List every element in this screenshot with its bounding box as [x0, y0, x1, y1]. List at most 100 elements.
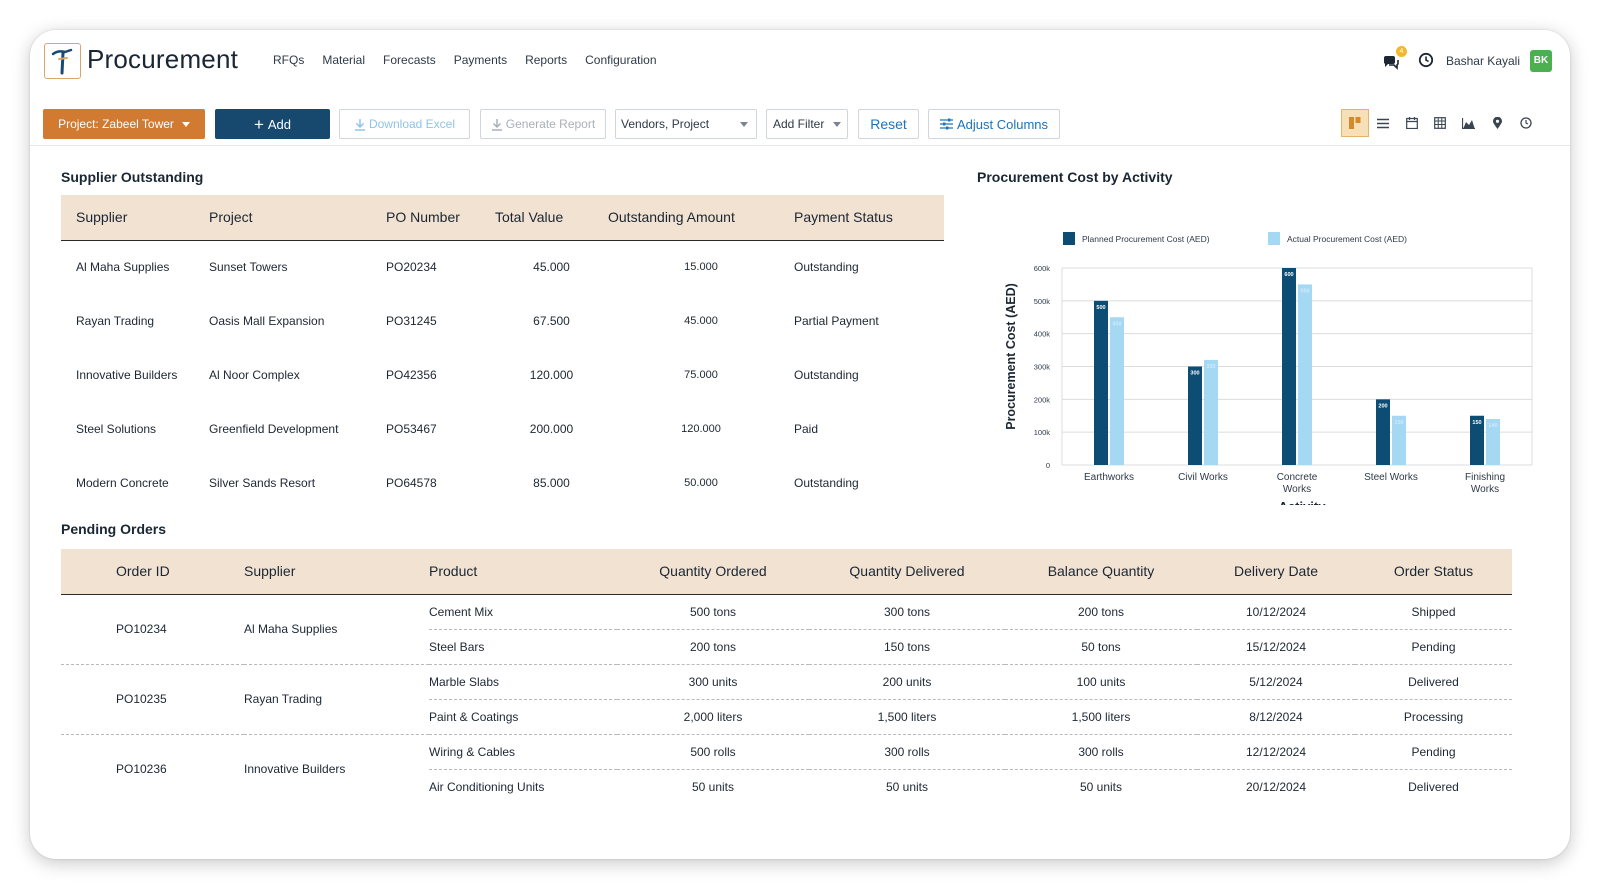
column-header[interactable]: Quantity Ordered — [617, 549, 809, 595]
bar-data-label: 300 — [1190, 371, 1199, 377]
user-name[interactable]: Bashar Kayali — [1445, 54, 1520, 68]
column-header[interactable]: Total Value — [495, 195, 608, 241]
nav-reports[interactable]: Reports — [525, 53, 568, 67]
legend-swatch — [1063, 232, 1075, 245]
add-button[interactable]: + Add — [215, 109, 330, 139]
chat-icon[interactable]: 4 — [1382, 46, 1407, 70]
table-row[interactable]: Innovative Builders Al Noor Complex PO4235… — [61, 348, 944, 402]
payment-status-cell: Outstanding — [794, 260, 859, 275]
table-header-row: Supplier Project PO Number Total Value O… — [61, 195, 944, 241]
nav-forecasts[interactable]: Forecasts — [383, 53, 436, 67]
table-icon[interactable] — [1426, 109, 1455, 137]
pending-orders-table: Order ID Supplier Product Quantity Order… — [61, 549, 1512, 804]
table-row[interactable]: Steel Bars 200 tons 150 tons 50 tons 15/12/2… — [61, 629, 1512, 665]
bar — [1392, 415, 1406, 465]
x-tick-label: Civil Works — [1178, 472, 1228, 483]
download-excel-button[interactable]: Download Excel — [339, 109, 470, 139]
app-window: Procurement RFQs Material Forecasts Paym… — [30, 30, 1570, 859]
download-excel-label: Download Excel — [368, 117, 456, 131]
table-row[interactable]: Al Maha Supplies Sunset Towers PO20234 45.0… — [61, 240, 944, 294]
nav-configuration[interactable]: Configuration — [585, 53, 657, 67]
group-by-select[interactable]: Vendors, Project — [615, 109, 757, 139]
column-header[interactable]: Project — [209, 195, 386, 241]
table-row[interactable]: PO10234 Al Maha Supplies Cement Mix 500 ton… — [61, 594, 1512, 665]
order-status-cell: Pending — [1355, 734, 1512, 770]
chart-icon[interactable] — [1455, 109, 1484, 137]
generate-report-button[interactable]: Generate Report — [480, 109, 606, 139]
table-row[interactable]: Modern Concrete Silver Sands Resort PO6457… — [61, 456, 944, 510]
balance-quantity-cell: 300 rolls — [1005, 734, 1197, 770]
order-status-cell: Pending — [1355, 629, 1512, 665]
group-by-value: Vendors, Project — [621, 117, 710, 131]
project-selector[interactable]: Project: Zabeel Tower — [43, 109, 205, 139]
column-header[interactable]: Supplier — [61, 195, 209, 241]
delivery-date-cell: 10/12/2024 — [1197, 594, 1355, 630]
column-header[interactable]: Delivery Date — [1197, 549, 1355, 595]
bar — [1376, 399, 1390, 465]
outstanding-amount-cell: 45.000 — [684, 315, 718, 327]
clock-icon[interactable] — [1418, 52, 1436, 70]
legend-label: Actual Procurement Cost (AED) — [1287, 234, 1407, 244]
table-row[interactable]: Paint & Coatings 2,000 liters 1,500 liters… — [61, 699, 1512, 735]
adjust-columns-button[interactable]: Adjust Columns — [928, 109, 1060, 139]
quantity-ordered-cell: 2,000 liters — [617, 699, 809, 735]
table-row[interactable]: Air Conditioning Units 50 units 50 units 50… — [61, 769, 1512, 804]
nav-payments[interactable]: Payments — [453, 53, 508, 67]
view-switcher — [1340, 109, 1541, 137]
app-logo-icon[interactable] — [44, 43, 81, 79]
add-filter-select[interactable]: Add Filter — [766, 109, 848, 139]
quantity-ordered-cell: 500 rolls — [617, 734, 809, 770]
column-header[interactable]: Payment Status — [794, 195, 944, 241]
table-row[interactable]: PO10235 Rayan Trading Marble Slabs 300 unit… — [61, 664, 1512, 735]
bar — [1486, 419, 1500, 465]
project-cell: Greenfield Development — [209, 422, 339, 436]
bar-data-label: 550 — [1300, 288, 1309, 294]
nav-material[interactable]: Material — [322, 53, 366, 67]
table-row[interactable]: PO10236 Innovative Builders Wiring & Cable… — [61, 734, 1512, 776]
list-icon[interactable] — [1369, 109, 1398, 137]
total-value-cell: 45.000 — [533, 260, 570, 275]
outstanding-amount-cell: 75.000 — [684, 369, 718, 381]
order-id-cell: PO10236 — [116, 762, 167, 777]
quantity-delivered-cell: 1,500 liters — [809, 699, 1005, 735]
toolbar: Project: Zabeel Tower + Add Download Exc… — [30, 92, 1570, 146]
quantity-ordered-cell: 300 units — [617, 664, 809, 700]
column-header[interactable]: Supplier — [244, 549, 429, 595]
reset-button[interactable]: Reset — [858, 109, 919, 139]
column-header[interactable]: Quantity Delivered — [809, 549, 1005, 595]
column-header[interactable]: Outstanding Amount — [608, 195, 794, 241]
bar — [1110, 317, 1124, 465]
column-header[interactable]: PO Number — [386, 195, 495, 241]
table-row[interactable]: Steel Solutions Greenfield Development PO5… — [61, 402, 944, 456]
add-filter-label: Add Filter — [773, 117, 825, 131]
column-header[interactable]: Order ID — [61, 549, 244, 595]
delivery-date-cell: 8/12/2024 — [1197, 699, 1355, 735]
x-tick-label: Steel Works — [1364, 472, 1418, 483]
quantity-delivered-cell: 50 units — [885, 779, 929, 794]
order-id-cell: PO10235 — [61, 664, 244, 735]
kanban-icon[interactable] — [1340, 109, 1369, 137]
bar-data-label: 600 — [1284, 272, 1293, 278]
bar-data-label: 150 — [1472, 420, 1481, 426]
legend-label: Planned Procurement Cost (AED) — [1082, 234, 1210, 244]
balance-quantity-cell: 1,500 liters — [1005, 699, 1197, 735]
header-right: 4 Bashar Kayali BK — [1382, 46, 1552, 72]
x-axis-title: Activity — [1279, 499, 1327, 505]
column-header[interactable]: Order Status — [1355, 549, 1512, 595]
bar — [1188, 366, 1202, 465]
quantity-ordered-cell: 200 tons — [617, 629, 809, 665]
avatar[interactable]: BK — [1530, 50, 1552, 72]
add-button-label: Add — [267, 116, 292, 132]
product-cell: Wiring & Cables — [429, 734, 617, 770]
column-header[interactable]: Balance Quantity — [1005, 549, 1197, 595]
total-value-cell: 67.500 — [533, 314, 570, 328]
clock-icon[interactable] — [1512, 109, 1541, 137]
bar — [1094, 300, 1108, 465]
map-pin-icon[interactable] — [1483, 109, 1512, 137]
column-header[interactable]: Product — [429, 549, 617, 595]
plus-icon: + — [253, 114, 264, 134]
calendar-icon[interactable] — [1398, 109, 1427, 137]
outstanding-amount-cell: 120.000 — [681, 423, 721, 435]
table-row[interactable]: Rayan Trading Oasis Mall Expansion PO31245… — [61, 294, 944, 348]
nav-rfqs[interactable]: RFQs — [273, 53, 305, 67]
